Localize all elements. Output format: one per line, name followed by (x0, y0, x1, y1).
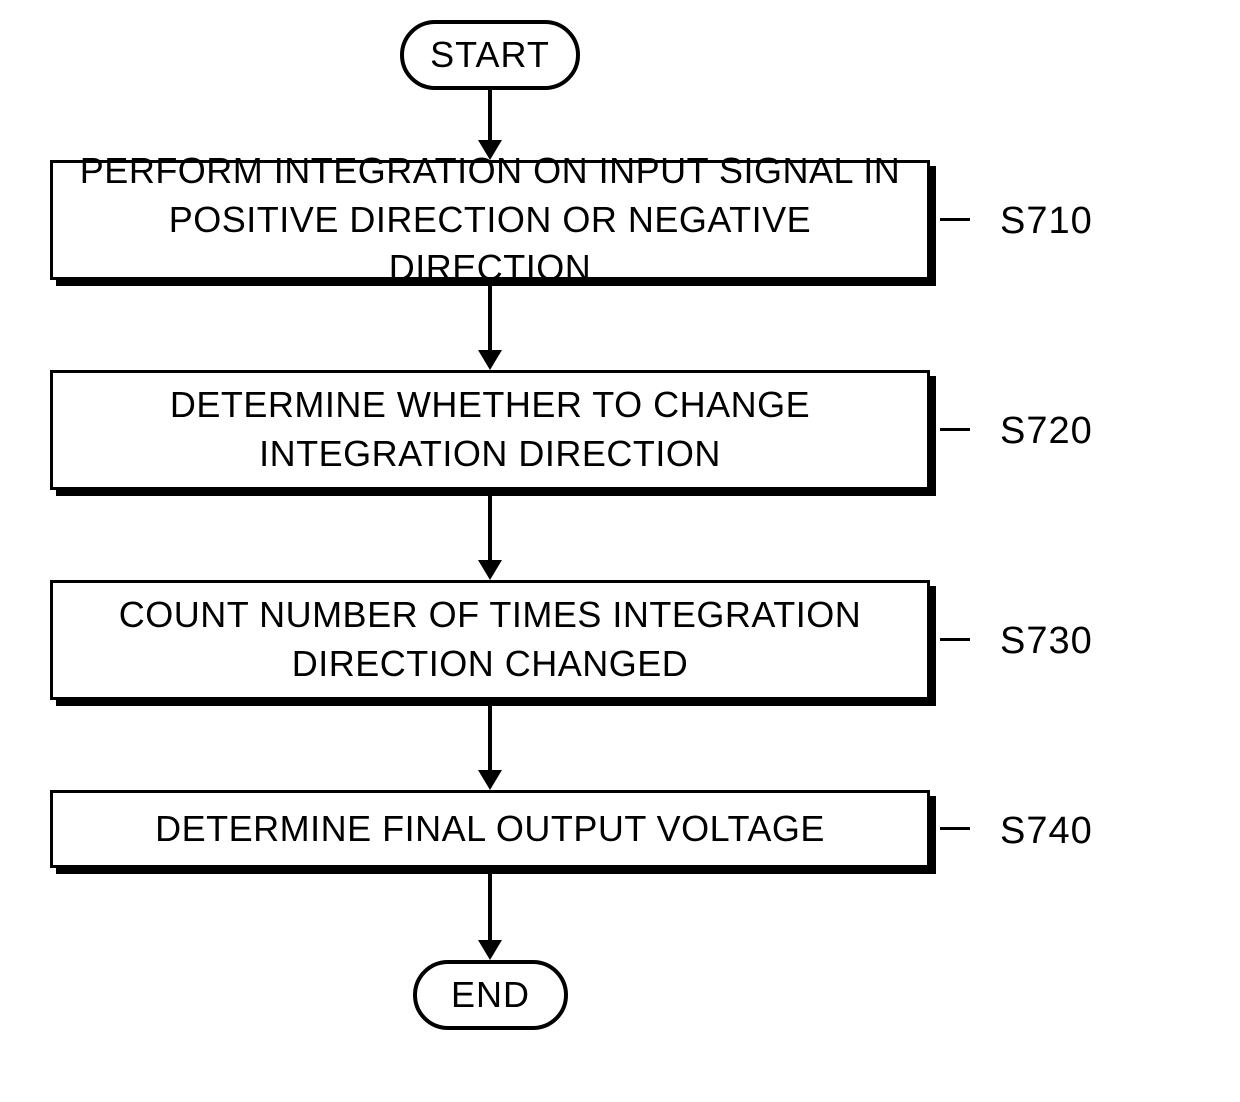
arrow-1-line (488, 90, 492, 140)
step4-tick (940, 827, 970, 830)
step4-id-label: S740 (1000, 810, 1093, 853)
arrow-3-line (488, 496, 492, 560)
step4-box: DETERMINE FINAL OUTPUT VOLTAGE (50, 790, 930, 868)
arrow-2-head (478, 350, 502, 370)
arrow-5-line (488, 874, 492, 940)
start-label: START (430, 34, 550, 76)
step2-id-label: S720 (1000, 410, 1093, 453)
end-terminal: END (413, 960, 568, 1030)
arrow-2-line (488, 286, 492, 350)
arrow-5-head (478, 940, 502, 960)
step3-box: COUNT NUMBER OF TIMES INTEGRATION DIRECT… (50, 580, 930, 700)
step1-id-label: S710 (1000, 200, 1093, 243)
arrow-4-line (488, 706, 492, 770)
flowchart-container: START PERFORM INTEGRATION ON INPUT SIGNA… (0, 0, 1240, 1102)
step3-id-label: S730 (1000, 620, 1093, 663)
step2-tick (940, 428, 970, 431)
step1-text: PERFORM INTEGRATION ON INPUT SIGNAL IN P… (73, 147, 907, 293)
start-terminal: START (400, 20, 580, 90)
step3-text: COUNT NUMBER OF TIMES INTEGRATION DIRECT… (73, 591, 907, 688)
step1-tick (940, 218, 970, 221)
step4-text: DETERMINE FINAL OUTPUT VOLTAGE (155, 805, 825, 854)
end-label: END (451, 974, 530, 1016)
arrow-4-head (478, 770, 502, 790)
step1-box: PERFORM INTEGRATION ON INPUT SIGNAL IN P… (50, 160, 930, 280)
arrow-3-head (478, 560, 502, 580)
step2-box: DETERMINE WHETHER TO CHANGE INTEGRATION … (50, 370, 930, 490)
step3-tick (940, 638, 970, 641)
step2-text: DETERMINE WHETHER TO CHANGE INTEGRATION … (73, 381, 907, 478)
